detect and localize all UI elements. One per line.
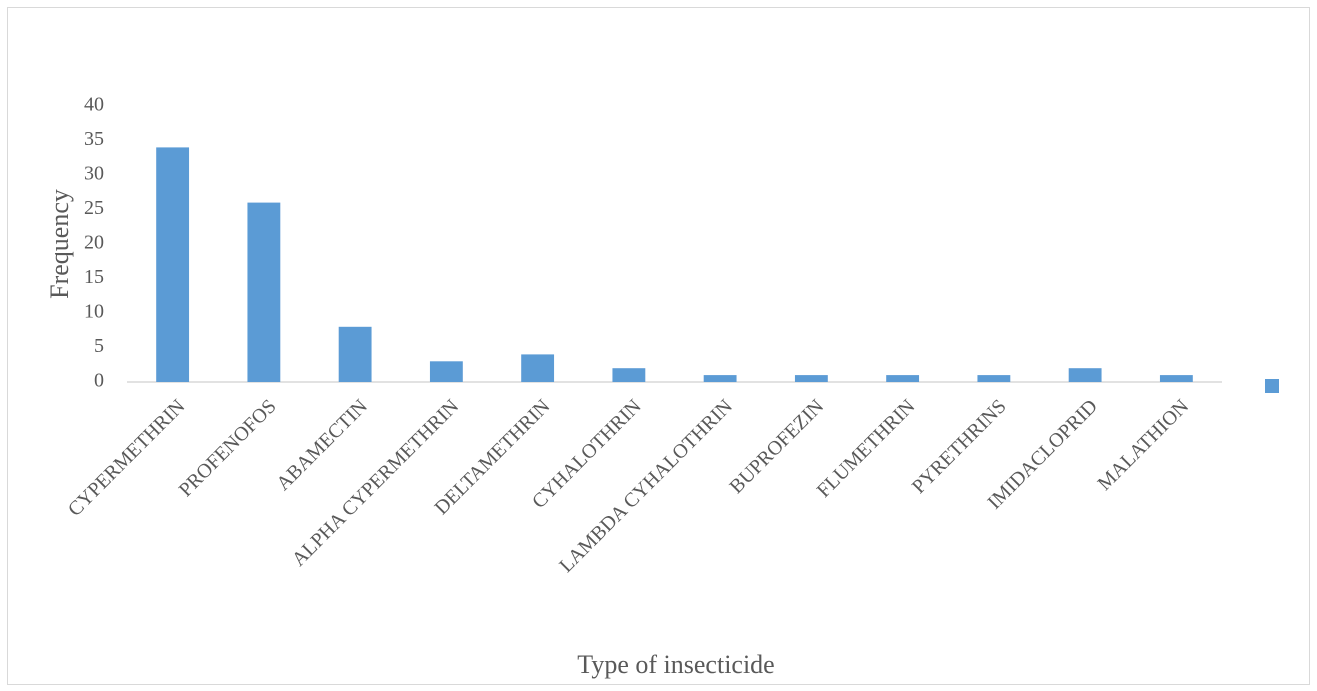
x-axis-title: Type of insecticide <box>577 650 774 679</box>
y-tick-label: 30 <box>84 163 104 185</box>
y-tick-label: 10 <box>84 301 104 323</box>
bar <box>886 375 920 382</box>
bar <box>521 354 555 382</box>
y-tick-label: 5 <box>94 335 104 357</box>
y-tick-label: 25 <box>84 197 104 219</box>
y-tick-label: 40 <box>84 94 104 116</box>
y-tick-label: 20 <box>84 232 104 254</box>
bar <box>1068 368 1102 382</box>
y-tick-label: 35 <box>84 128 104 150</box>
y-tick-label: 15 <box>84 266 104 288</box>
bar <box>612 368 646 382</box>
bar <box>429 361 463 382</box>
bar <box>977 375 1011 382</box>
y-axis-title: Frequency <box>45 189 74 299</box>
bar <box>703 375 737 382</box>
y-tick-label: 0 <box>94 370 104 392</box>
bar <box>338 326 372 382</box>
bar <box>247 202 281 382</box>
chart-frame <box>7 7 1310 685</box>
bar <box>156 147 190 382</box>
bar <box>1159 375 1193 382</box>
bar <box>794 375 828 382</box>
legend-marker <box>1265 379 1279 393</box>
